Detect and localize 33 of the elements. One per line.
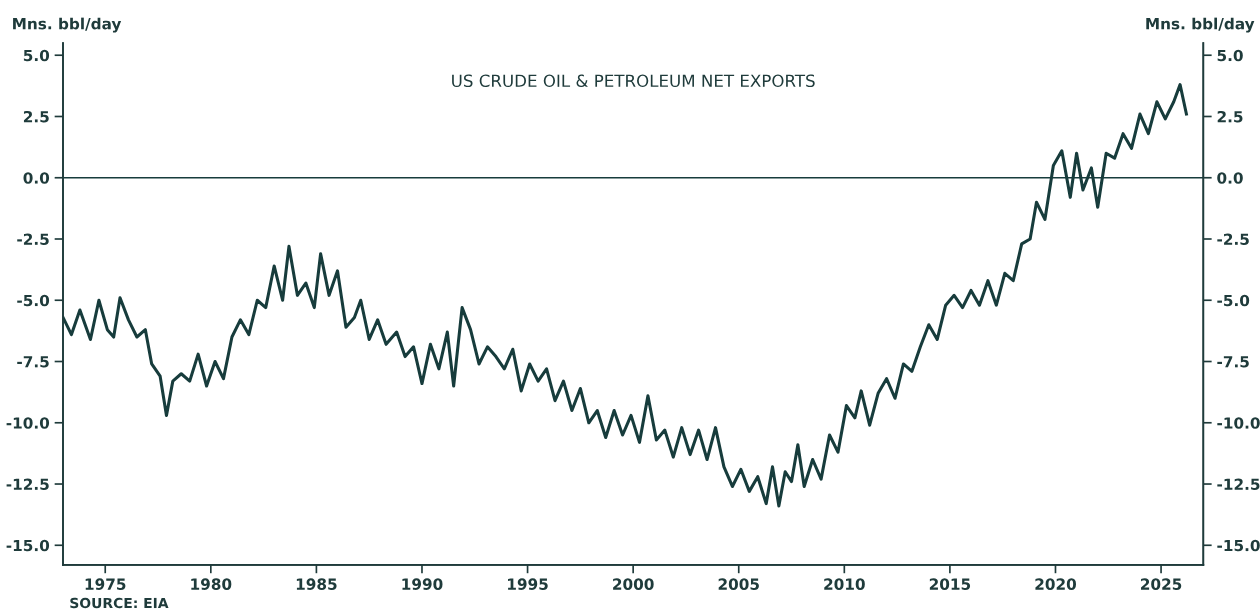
y2-tick-label: 2.5: [1217, 110, 1243, 123]
y-tick-label: -7.5: [17, 356, 49, 368]
y-tick-label: 2.5: [23, 110, 49, 123]
y2-tick-label: 5.0: [1217, 49, 1243, 62]
x-tick-label: 2020: [1035, 578, 1077, 590]
x-tick-label: 1995: [508, 578, 548, 590]
y2-tick-label: 0.0: [1217, 172, 1243, 184]
y-tick-label: -5.0: [17, 294, 50, 307]
x-tick-label: 1975: [85, 578, 126, 590]
x-tick-label: 2000: [613, 578, 654, 590]
y-tick-label: 5.0: [23, 49, 50, 62]
y2-tick-label: -12.5: [1217, 478, 1260, 491]
x-tick-label: 2015: [929, 578, 971, 590]
y-axis-title: Mns. bbl/day: [13, 17, 122, 33]
y-tick-label: -15.0: [6, 539, 50, 552]
x-tick-label: 2005: [718, 578, 759, 590]
x-tick-label: 1980: [191, 578, 232, 590]
y-tick-label: -10.0: [6, 417, 50, 429]
y2-tick-label: -5.0: [1217, 294, 1250, 307]
x-tick-label: 1990: [402, 578, 443, 590]
y2-tick-label: -2.5: [1217, 233, 1249, 246]
y-tick-label: -2.5: [17, 233, 49, 246]
y2-axis-title: Mns. bbl/day: [1146, 17, 1255, 33]
x-tick-label: 2010: [824, 578, 865, 590]
x-tick-label: 1985: [296, 578, 337, 590]
y2-tick-label: -15.0: [1217, 539, 1260, 552]
source-note: SOURCE: EIA: [70, 597, 169, 609]
text: US CRUDE OIL & PETROLEUM NET EXPORTS: [452, 74, 815, 88]
y2-tick-label: -10.0: [1217, 417, 1260, 429]
x-tick-label: 2025: [1141, 578, 1182, 590]
y-tick-label: 0.0: [23, 172, 50, 184]
y2-tick-label: -7.5: [1217, 356, 1249, 368]
y-tick-label: -12.5: [6, 478, 49, 491]
